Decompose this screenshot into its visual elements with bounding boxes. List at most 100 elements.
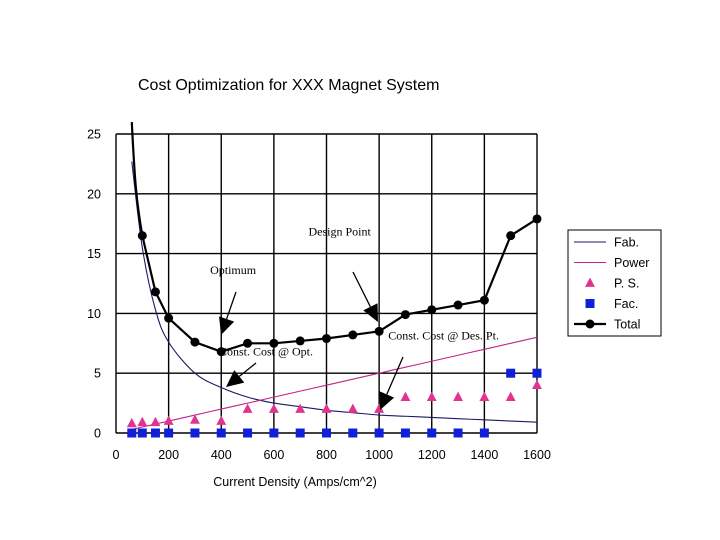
legend-label: Total (614, 318, 640, 332)
data-point-total (137, 231, 147, 241)
legend-label: Fac. (614, 297, 638, 311)
annotation-arrow-head (363, 303, 378, 322)
data-point-ps (400, 391, 411, 401)
x-tick-label: 800 (316, 448, 337, 462)
annotation-label: Optimum (210, 263, 257, 277)
annotation-label: Design Point (308, 225, 371, 239)
y-tick-label: 15 (87, 247, 101, 261)
annotation-arrow-shaft (352, 271, 371, 308)
data-point-fac (216, 428, 226, 438)
annotation-arrow-head (226, 370, 245, 387)
y-tick-label: 0 (94, 427, 101, 441)
y-tick-label: 10 (87, 307, 101, 321)
data-point-fac (348, 428, 358, 438)
data-point-fac (137, 428, 147, 438)
data-point-total (190, 337, 200, 347)
data-point-total (269, 338, 279, 348)
data-point-ps (189, 414, 200, 424)
data-point-total (295, 336, 305, 346)
legend-box (567, 229, 662, 337)
data-point-fac (150, 428, 160, 438)
y-tick-label: 20 (87, 187, 101, 201)
annotation-arrow-head (219, 316, 235, 335)
x-tick-labels: 0 200 400 600 800 1000 1200 1400 1600 (113, 448, 551, 462)
annotation-arrow-head (379, 391, 395, 410)
data-point-fac (506, 368, 516, 378)
data-point-fac (479, 428, 489, 438)
legend-swatch-dot (585, 319, 595, 329)
data-point-fac (322, 428, 331, 438)
series-line-total-steep (130, 121, 144, 236)
data-point-total (400, 310, 410, 320)
data-point-ps (347, 403, 358, 413)
annotation-label: Const. Cost @ Opt. (219, 344, 313, 358)
data-point-total (453, 300, 463, 310)
annotation-label: Const. Cost @ Des. Pt. (388, 329, 499, 343)
data-point-ps (479, 391, 490, 401)
data-point-fac (295, 428, 305, 438)
x-tick-label: 1600 (523, 448, 551, 462)
annotation-arrow-shaft (225, 291, 237, 320)
data-point-total (479, 295, 489, 305)
legend-label: Fab. (614, 236, 639, 250)
data-point-total (164, 313, 174, 323)
data-point-ps (426, 391, 437, 401)
legend-swatch-square (585, 299, 595, 308)
x-tick-label: 200 (158, 448, 179, 462)
grid (115, 133, 538, 434)
annotation-arrow-shaft (238, 362, 257, 377)
data-point-total (348, 330, 358, 340)
y-tick-label: 25 (87, 128, 101, 142)
annotation-arrow-shaft (386, 356, 404, 395)
data-point-total (506, 231, 516, 241)
data-point-fac (374, 428, 384, 438)
data-point-total (322, 334, 331, 344)
legend-swatch-triangle (585, 277, 595, 287)
data-point-total (216, 347, 226, 357)
data-point-ps (295, 403, 306, 413)
data-point-ps (505, 391, 516, 401)
data-point-fac (427, 428, 437, 438)
data-point-fac (164, 428, 174, 438)
data-point-total (374, 326, 384, 336)
data-point-ps (532, 379, 542, 390)
data-point-ps (374, 403, 385, 413)
annotations: Design Point Optimum Const. Cost @ Opt. Con… (210, 225, 499, 410)
series-line-fab (131, 161, 538, 423)
data-point-ps (126, 417, 137, 428)
data-point-fac (243, 428, 253, 438)
data-point-ps (150, 416, 161, 427)
data-point-fac (127, 428, 137, 438)
data-point-total (243, 338, 253, 348)
data-point-ps (321, 403, 332, 413)
x-tick-label: 1200 (418, 448, 446, 462)
data-point-total (427, 305, 437, 315)
series-line-power (131, 336, 538, 430)
data-point-fac (190, 428, 200, 438)
data-point-ps (163, 415, 174, 425)
data-point-ps (242, 403, 253, 413)
data-point-ps (268, 403, 279, 413)
data-point-ps (216, 415, 227, 425)
data-point-fac (400, 428, 410, 438)
legend-label: Power (614, 256, 649, 270)
x-axis-label: Current Density (Amps/cm^2) (213, 475, 377, 489)
data-point-fac (453, 428, 463, 438)
x-tick-label: 1400 (470, 448, 498, 462)
data-point-fac (269, 428, 279, 438)
legend: Fab. Power P. S. Fac. Total (567, 229, 662, 337)
x-tick-label: 0 (113, 448, 120, 462)
y-tick-label: 5 (94, 367, 101, 381)
data-point-ps (137, 416, 148, 427)
legend-label: P. S. (614, 277, 639, 291)
data-point-fac (532, 368, 542, 378)
data-point-ps (453, 391, 464, 401)
x-tick-label: 1000 (365, 448, 393, 462)
x-tick-label: 600 (263, 448, 284, 462)
y-tick-labels: 0 5 10 15 20 25 (87, 128, 101, 441)
data-point-total (532, 214, 542, 224)
chart-title: Cost Optimization for XXX Magnet System (138, 77, 439, 94)
data-point-total (150, 287, 160, 297)
series-layer (126, 121, 542, 438)
